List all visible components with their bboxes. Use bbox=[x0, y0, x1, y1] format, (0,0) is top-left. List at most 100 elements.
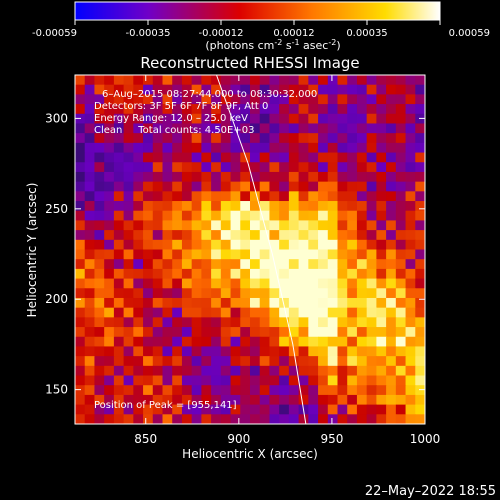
heatmap-cell bbox=[376, 356, 387, 367]
heatmap-cell bbox=[220, 230, 232, 241]
heatmap-cell bbox=[181, 268, 193, 280]
heatmap-cell bbox=[327, 327, 339, 338]
heatmap-cell bbox=[250, 191, 261, 202]
heatmap-cell bbox=[386, 268, 397, 280]
heatmap-cell bbox=[308, 404, 319, 415]
heatmap-cell bbox=[347, 404, 358, 415]
heatmap-cell bbox=[133, 201, 144, 212]
heatmap-cell bbox=[162, 113, 173, 125]
heatmap-cell bbox=[133, 346, 144, 357]
heatmap-cell bbox=[288, 104, 300, 115]
heatmap-cell bbox=[366, 142, 377, 154]
heatmap-cell bbox=[152, 346, 164, 357]
heatmap-cell bbox=[123, 346, 134, 357]
heatmap-cell bbox=[298, 84, 309, 95]
heatmap-cell bbox=[211, 268, 222, 280]
heatmap-cell bbox=[143, 385, 154, 396]
heatmap-cell bbox=[230, 385, 241, 396]
heatmap-cell bbox=[230, 230, 241, 241]
heatmap-cell bbox=[356, 327, 368, 338]
heatmap-cell bbox=[84, 346, 96, 357]
heatmap-cell bbox=[201, 404, 212, 415]
heatmap-cell bbox=[269, 201, 280, 212]
heatmap-cell bbox=[201, 133, 212, 144]
heatmap-cell bbox=[113, 191, 125, 202]
heatmap-cell bbox=[113, 162, 125, 173]
heatmap-cell bbox=[366, 268, 377, 280]
heatmap-cell bbox=[143, 288, 154, 299]
heatmap-cell bbox=[220, 268, 232, 280]
heatmap-cell bbox=[143, 278, 154, 289]
heatmap-cell bbox=[162, 191, 173, 202]
heatmap-cell bbox=[288, 201, 300, 212]
heatmap-cell bbox=[386, 375, 397, 386]
heatmap-cell bbox=[395, 288, 407, 299]
heatmap-cell bbox=[269, 356, 280, 367]
heatmap-cell bbox=[337, 152, 348, 163]
heatmap-cell bbox=[201, 201, 212, 212]
heatmap-cell bbox=[386, 259, 397, 270]
heatmap-cell bbox=[298, 394, 309, 406]
heatmap-cell bbox=[279, 356, 290, 367]
heatmap-cell bbox=[152, 104, 164, 115]
heatmap-cell bbox=[240, 152, 251, 163]
heatmap-cell bbox=[211, 278, 222, 289]
heatmap-cell bbox=[240, 142, 251, 154]
heatmap-cell bbox=[308, 113, 319, 125]
heatmap-cell bbox=[405, 327, 416, 338]
heatmap-cell bbox=[356, 94, 368, 105]
y-tick-label: 250 bbox=[45, 202, 68, 216]
heatmap-cell bbox=[318, 297, 329, 309]
heatmap-cell bbox=[123, 162, 134, 173]
heatmap-cell bbox=[259, 230, 271, 241]
heatmap-cell bbox=[211, 249, 222, 260]
heatmap-cell bbox=[288, 239, 300, 251]
heatmap-cell bbox=[279, 268, 290, 280]
heatmap-cell bbox=[123, 171, 134, 183]
heatmap-cell bbox=[298, 297, 309, 309]
heatmap-cell bbox=[327, 94, 339, 105]
heatmap-cell bbox=[181, 75, 193, 86]
heatmap-cell bbox=[376, 414, 387, 424]
heatmap-cell bbox=[288, 268, 300, 280]
heatmap-cell bbox=[143, 356, 154, 367]
heatmap-cell bbox=[75, 356, 86, 367]
heatmap-cell bbox=[415, 297, 425, 309]
colorbar-tick-label: 0.00012 bbox=[273, 28, 314, 39]
heatmap-cell bbox=[347, 123, 358, 134]
heatmap-cell bbox=[288, 152, 300, 163]
heatmap-cell bbox=[94, 181, 105, 192]
heatmap-cell bbox=[376, 191, 387, 202]
heatmap-cell bbox=[84, 220, 96, 231]
heatmap-cell bbox=[220, 152, 232, 163]
heatmap-cell bbox=[376, 404, 387, 415]
heatmap-cell bbox=[84, 394, 96, 406]
heatmap-cell bbox=[405, 152, 416, 163]
heatmap-cell bbox=[75, 268, 86, 280]
heatmap-cell bbox=[318, 346, 329, 357]
heatmap-cell bbox=[143, 162, 154, 173]
heatmap-cell bbox=[230, 201, 241, 212]
heatmap-cell bbox=[415, 181, 425, 192]
heatmap-cell bbox=[152, 317, 164, 328]
heatmap-cell bbox=[366, 152, 377, 163]
heatmap-cell bbox=[113, 152, 125, 163]
heatmap-cell bbox=[386, 278, 397, 289]
heatmap-cell bbox=[347, 230, 358, 241]
heatmap-cell bbox=[172, 84, 183, 95]
heatmap-cell bbox=[162, 162, 173, 173]
heatmap-cell bbox=[366, 210, 377, 222]
heatmap-cell bbox=[337, 307, 348, 318]
heatmap-cell bbox=[143, 75, 154, 86]
heatmap-cell bbox=[395, 404, 407, 415]
heatmap-cell bbox=[405, 104, 416, 115]
heatmap-cell bbox=[298, 142, 309, 154]
heatmap-cell bbox=[337, 239, 348, 251]
heatmap-cell bbox=[366, 356, 377, 367]
heatmap-cell bbox=[337, 268, 348, 280]
heatmap-cell bbox=[347, 191, 358, 202]
heatmap-cell bbox=[94, 346, 105, 357]
heatmap-cell bbox=[133, 394, 144, 406]
heatmap-cell bbox=[250, 307, 261, 318]
heatmap-cell bbox=[191, 414, 202, 424]
